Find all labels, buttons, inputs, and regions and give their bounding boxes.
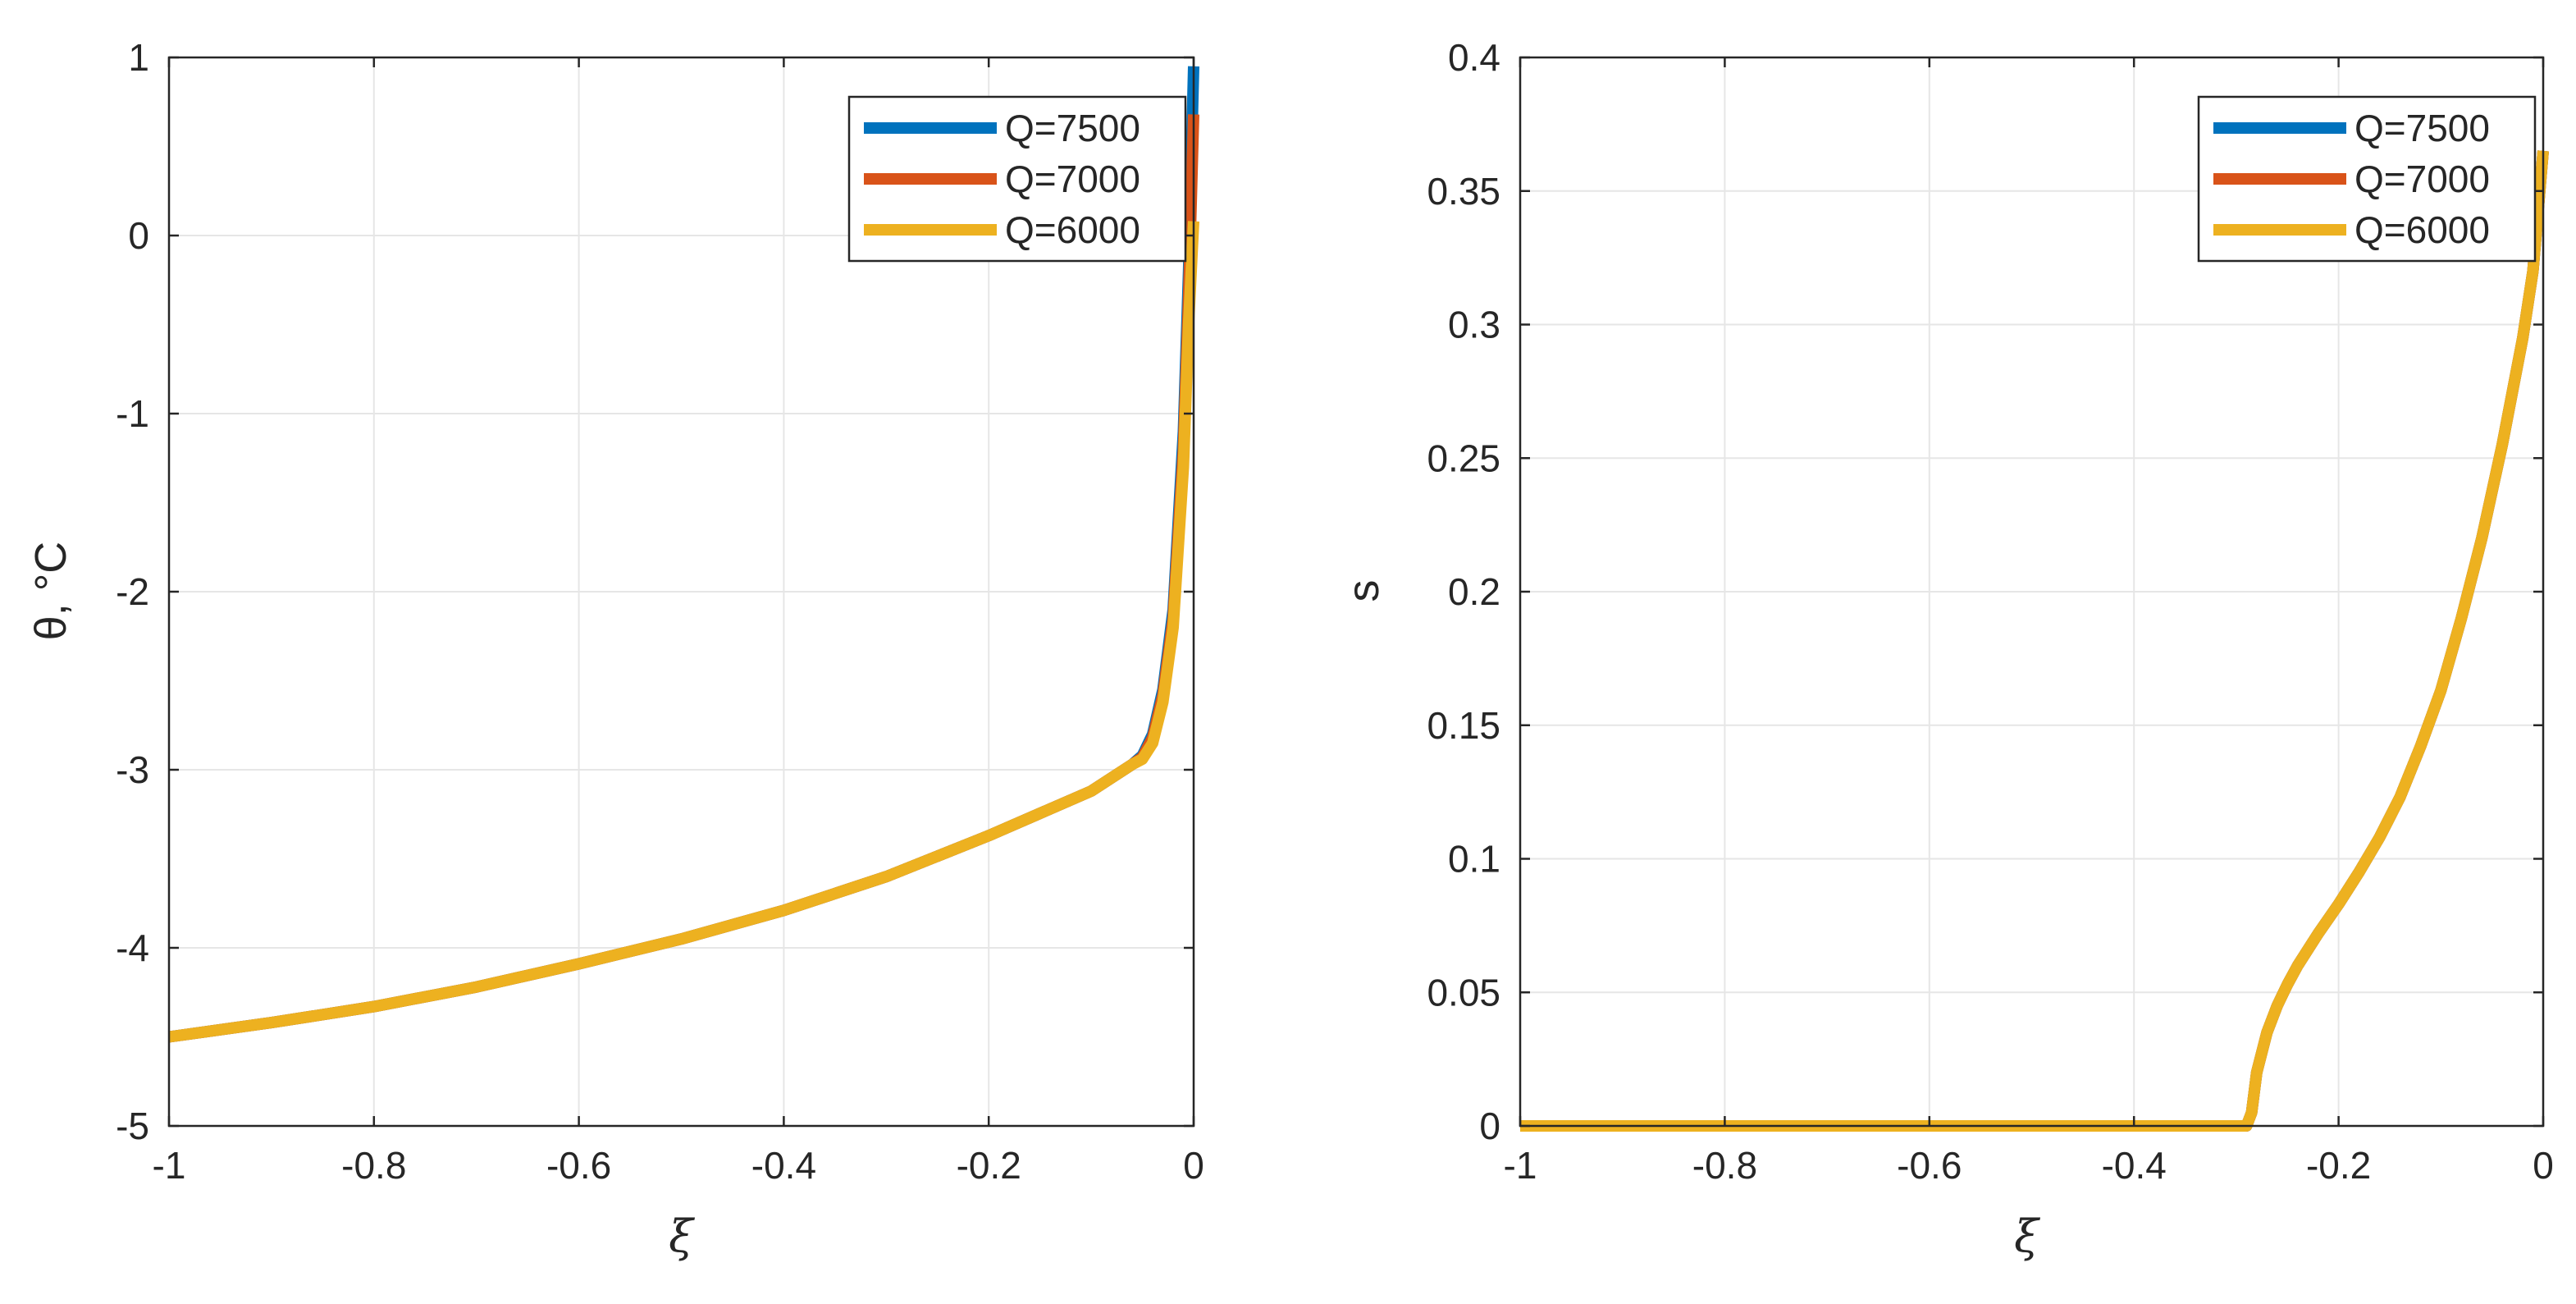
y-tick-label: 0.25 (1427, 437, 1500, 479)
y-tick-label: 0.3 (1448, 304, 1500, 346)
legend-label: Q=7000 (2354, 158, 2490, 200)
x-tick-label: -0.2 (2306, 1144, 2371, 1187)
series-line-q-7500 (1520, 150, 2549, 1132)
x-tick-label: -0.4 (751, 1144, 816, 1187)
y-axis-label: s (1339, 580, 1388, 602)
series-line-q-6000 (1520, 150, 2549, 1132)
y-axis-label: θ, °C (26, 542, 75, 641)
y-tick-label: 0.15 (1427, 704, 1500, 747)
legend: Q=7500 Q=7000 Q=6000 (2197, 95, 2537, 263)
series-line-q-6000 (168, 221, 1199, 1043)
y-tick-label: -5 (116, 1105, 149, 1147)
y-tick-label: -2 (116, 570, 149, 613)
y-tick-label: 0.2 (1448, 570, 1500, 613)
x-tick-label: -0.6 (546, 1144, 611, 1187)
y-tick-label: -4 (116, 927, 149, 969)
legend-label: Q=7500 (1005, 107, 1140, 149)
x-tick-label: 0 (2533, 1144, 2554, 1187)
x-tick-label: 0 (1183, 1144, 1204, 1187)
legend-label: Q=7500 (2354, 107, 2490, 149)
legend-label: Q=6000 (1005, 208, 1140, 251)
y-tick-label: 0.4 (1448, 36, 1500, 79)
y-tick-label: 0.35 (1427, 170, 1500, 213)
y-tick-label: -3 (116, 748, 149, 791)
x-axis-label: ξ (669, 1210, 695, 1262)
y-tick-label: -1 (116, 392, 149, 435)
chart-1: -1 -0.8 -0.6 -0.4 -0.2 0 -5 -4 -3 -2 -1 0 1 ξ θ, °C Q=7… (26, 36, 1204, 1262)
legend-label: Q=6000 (2354, 208, 2490, 251)
x-tick-label: -1 (1504, 1144, 1537, 1187)
y-tick-label: 1 (128, 36, 149, 79)
x-tick-label: -0.6 (1897, 1144, 1962, 1187)
series-line-q-7000 (1520, 150, 2549, 1132)
y-tick-label: 0 (1479, 1105, 1500, 1147)
y-tick-label: 0.05 (1427, 971, 1500, 1013)
chart-2: -1 -0.8 -0.6 -0.4 -0.2 0 0 0.05 0.1 0.15 0.2 0.25 0.… (1339, 36, 2554, 1262)
x-tick-label: -0.2 (957, 1144, 1021, 1187)
legend-label: Q=7000 (1005, 158, 1140, 200)
y-tick-label: 0 (128, 214, 149, 257)
x-tick-label: -0.4 (2102, 1144, 2167, 1187)
x-axis-label: ξ (2014, 1210, 2040, 1262)
x-tick-label: -1 (153, 1144, 186, 1187)
x-tick-label: -0.8 (341, 1144, 406, 1187)
legend: Q=7500 Q=7000 Q=6000 (847, 95, 1187, 263)
x-tick-label: -0.8 (1692, 1144, 1757, 1187)
y-tick-label: 0.1 (1448, 838, 1500, 881)
